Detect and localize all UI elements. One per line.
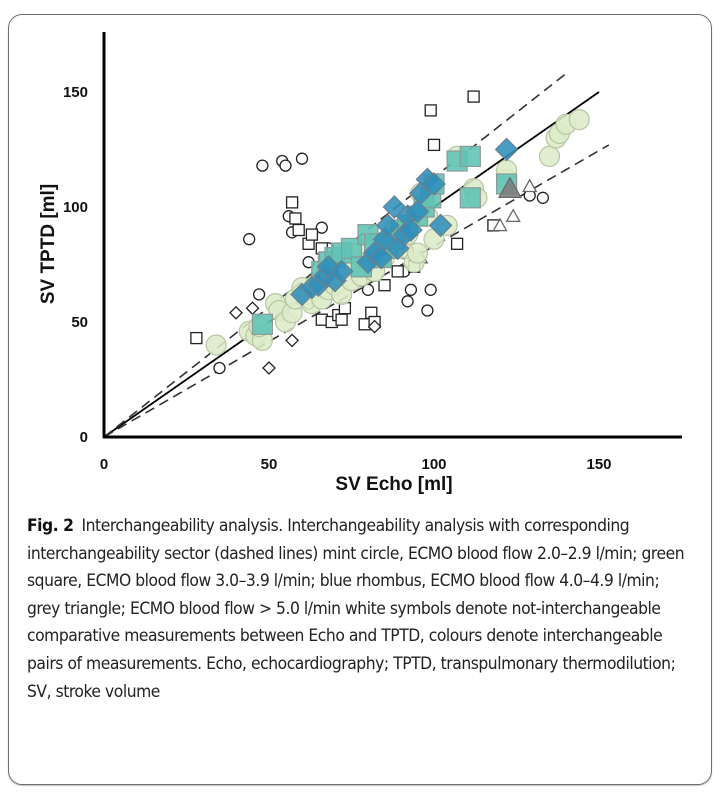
data-point-square [450, 237, 464, 250]
data-point-diamond [329, 259, 354, 284]
data-point-diamond [494, 137, 519, 162]
series-3 [497, 176, 522, 198]
data-point-diamond [229, 305, 243, 320]
x-axis-label: SV Echo [ml] [335, 474, 452, 495]
series-2 [290, 137, 519, 307]
data-point-diamond [285, 333, 300, 348]
data-point-square [251, 313, 273, 335]
y-tick-label: 100 [63, 199, 88, 216]
data-point-diamond [405, 199, 430, 224]
data-point-diamond [369, 245, 394, 270]
x-tick-label: 0 [100, 456, 108, 473]
data-point-circle [404, 283, 418, 296]
data-point-triangle [492, 217, 508, 232]
data-point-circle [279, 159, 292, 172]
data-point-circle [213, 361, 226, 375]
data-points [190, 90, 590, 375]
data-point-circle [401, 295, 414, 308]
data-point-circle [421, 304, 434, 317]
data-point-square [305, 228, 319, 241]
data-point-diamond [428, 213, 453, 238]
data-point-circle [315, 221, 328, 234]
data-point-circle [538, 145, 561, 167]
data-point-circle [424, 283, 437, 296]
data-point-square [190, 331, 203, 345]
data-point-square [391, 265, 404, 278]
data-point-square [285, 196, 299, 209]
y-tick-label: 0 [80, 429, 88, 446]
data-point-circle [295, 152, 309, 165]
y-axis-label: SV TPTD [ml] [38, 184, 59, 304]
data-point-circle [361, 283, 375, 296]
data-point-circle [243, 233, 256, 246]
data-point-diamond [367, 319, 382, 334]
data-point-square [459, 187, 481, 209]
data-point-triangle [505, 208, 521, 223]
figure-label: Fig. 2 [27, 516, 74, 536]
data-point-diamond [262, 361, 276, 375]
data-point-triangle [522, 178, 538, 193]
data-point-triangle [497, 176, 522, 198]
x-tick-label: 150 [586, 456, 611, 473]
data-point-circle [205, 334, 227, 356]
y-tick-label: 50 [71, 314, 88, 331]
data-point-circle [256, 159, 269, 172]
data-point-circle [568, 108, 590, 131]
data-point-square [467, 90, 480, 103]
y-tick-labels: 0 50 100 150 [63, 84, 88, 446]
x-tick-labels: 0 50 100 150 [100, 456, 612, 473]
data-point-square [289, 212, 302, 225]
data-point-diamond [245, 301, 260, 316]
series-6 [229, 301, 382, 375]
x-tick-label: 50 [261, 456, 278, 473]
data-point-square [424, 104, 437, 117]
data-point-circle [252, 288, 266, 301]
data-point-square [292, 223, 305, 237]
data-point-diamond [422, 172, 446, 196]
data-point-square [335, 313, 348, 326]
data-point-circle [406, 242, 429, 264]
caption-text: Interchangeability analysis. Interchange… [27, 516, 685, 702]
data-point-square [459, 145, 481, 167]
data-point-diamond [399, 218, 423, 242]
y-tick-label: 150 [63, 84, 88, 101]
x-tick-label: 100 [421, 456, 446, 473]
data-point-circle [536, 191, 550, 204]
figure-caption: Fig. 2 Interchangeability analysis. Inter… [27, 513, 687, 706]
data-point-square [378, 279, 391, 292]
data-point-diamond [375, 213, 400, 238]
data-point-square [427, 138, 441, 152]
figure-frame [8, 14, 712, 785]
scatter-plot: 0 50 100 150 0 50 100 150 SV Echo [ml] SV TPTD… [38, 32, 682, 495]
